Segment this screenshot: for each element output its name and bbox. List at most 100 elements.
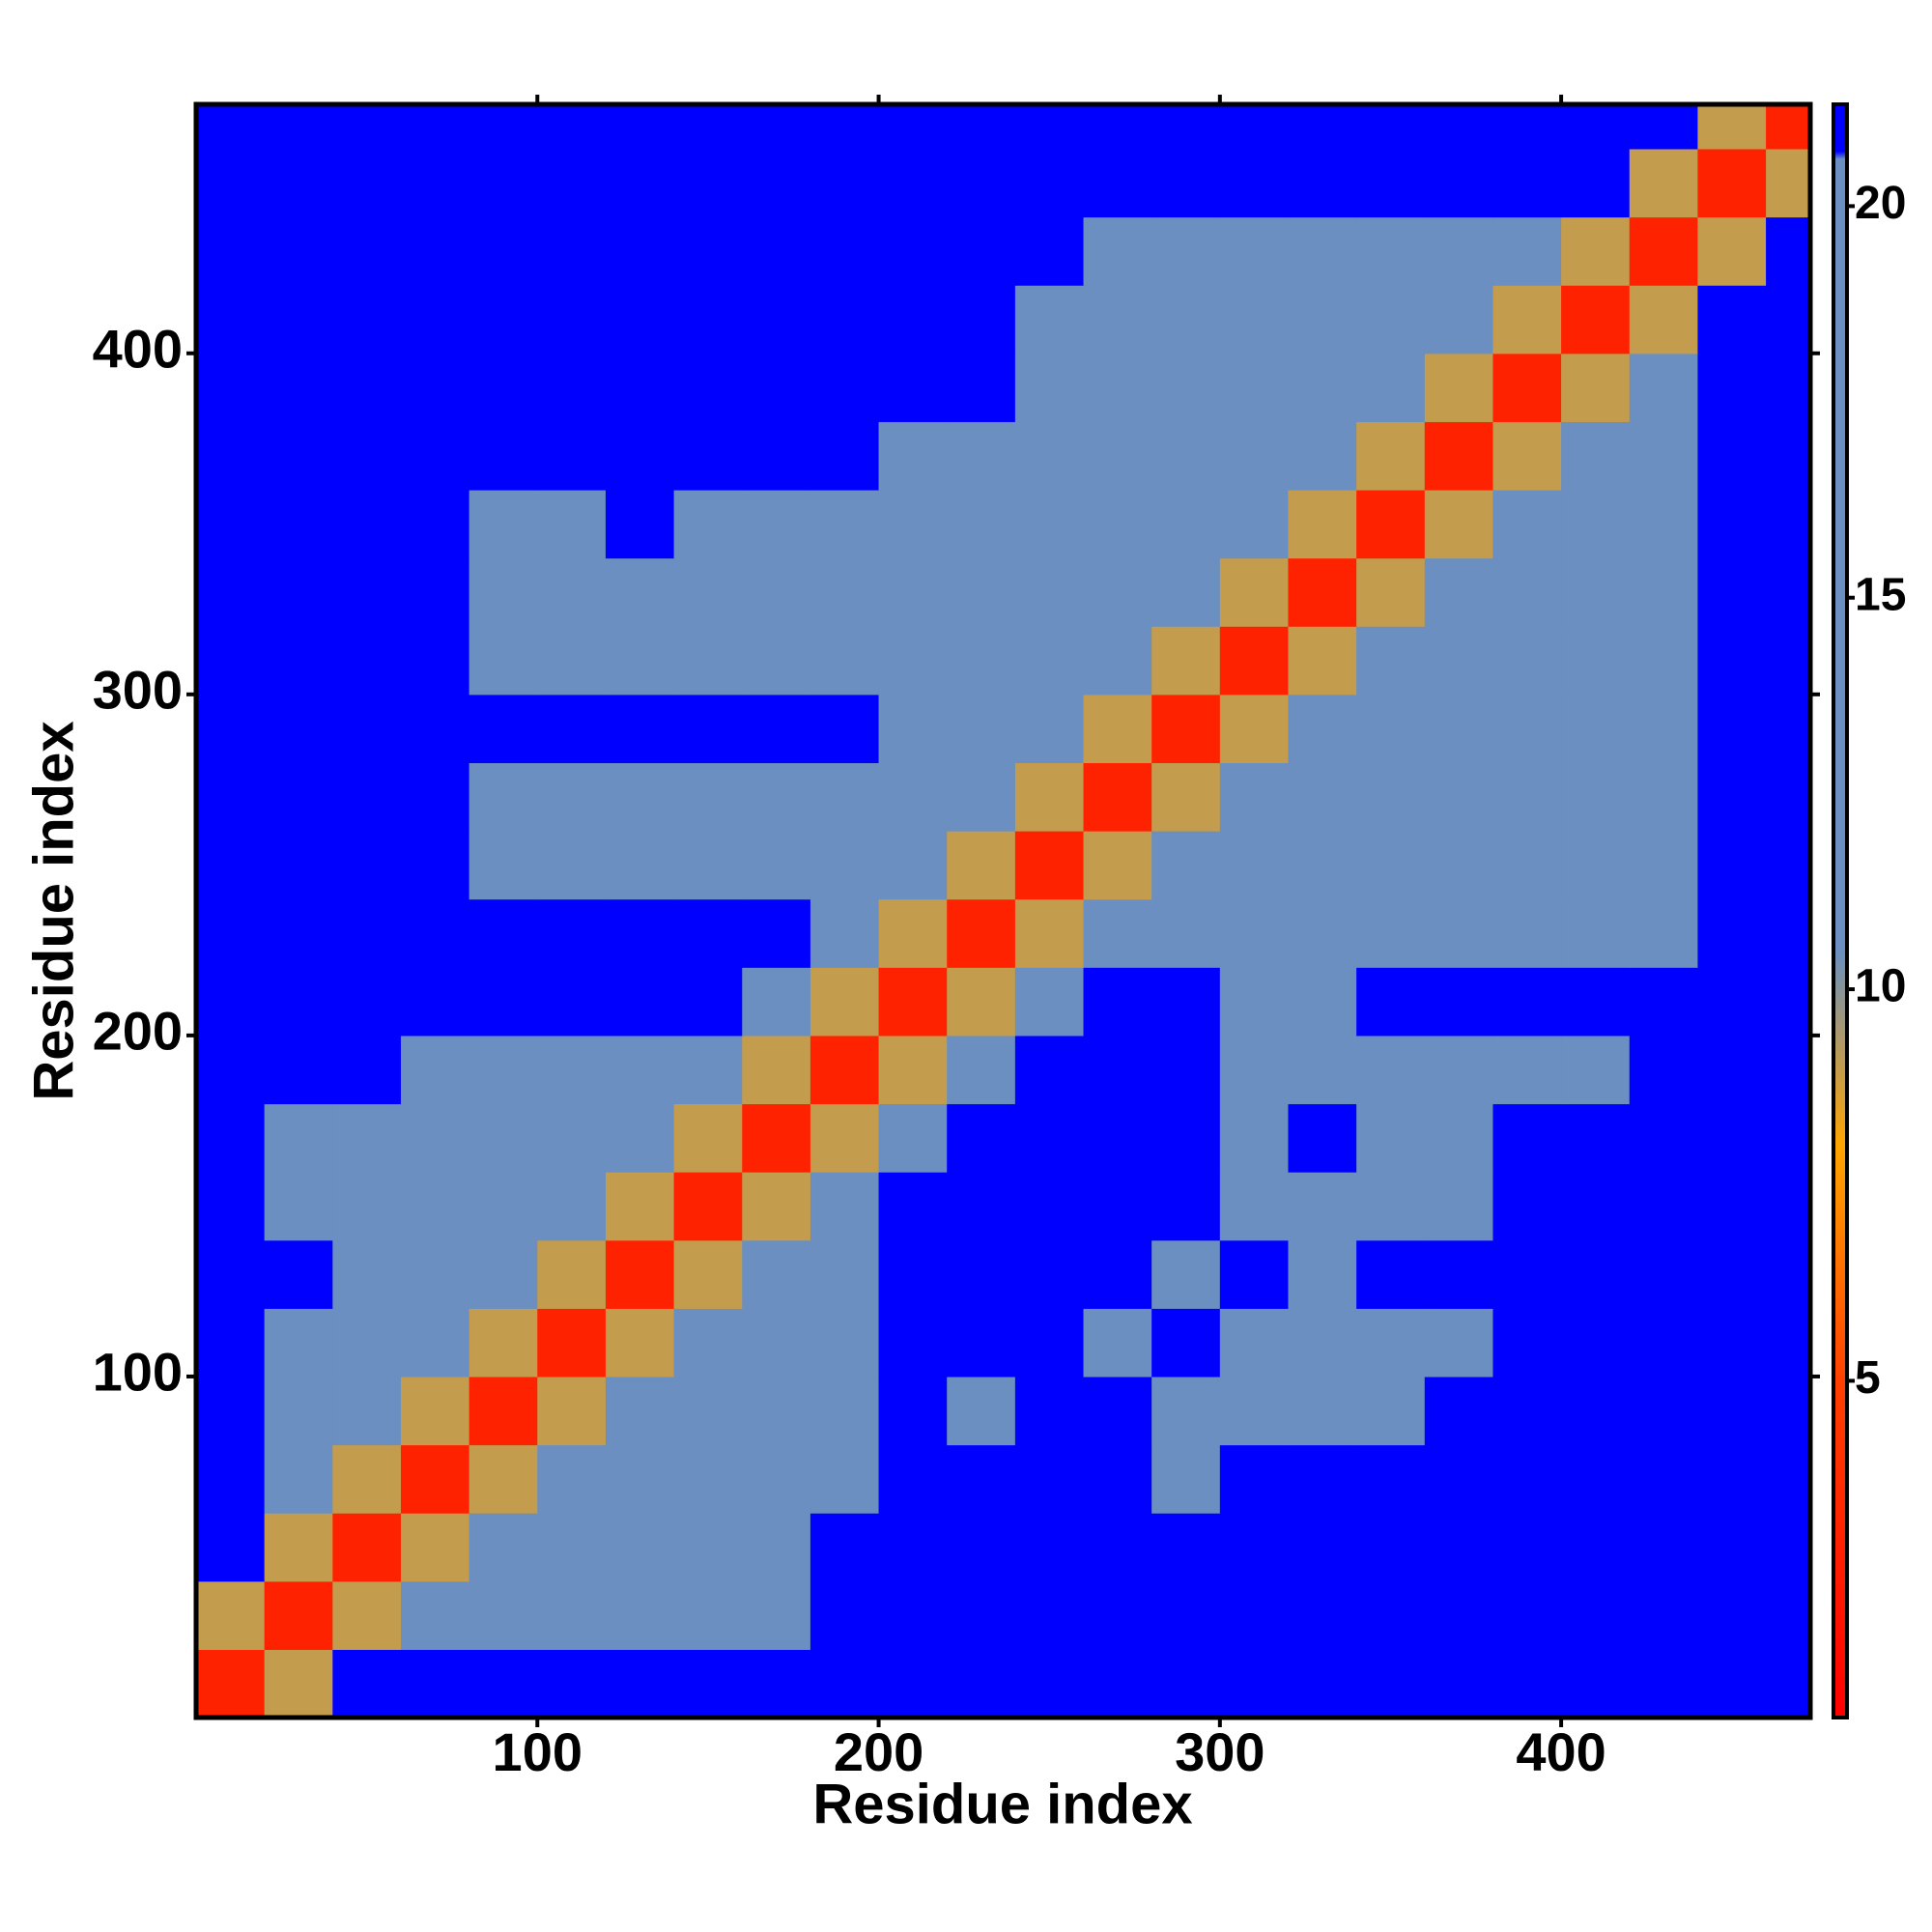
heatmap-cell xyxy=(742,353,811,422)
heatmap-cell xyxy=(1288,1308,1357,1378)
heatmap-cell xyxy=(1288,1172,1357,1241)
heatmap-cell xyxy=(1697,1580,1767,1650)
heatmap-cell xyxy=(810,1649,880,1719)
y-axis-title: Residue index xyxy=(22,721,85,1100)
heatmap-cell xyxy=(1083,1035,1152,1105)
heatmap-cell xyxy=(1083,1103,1152,1173)
heatmap-cell xyxy=(196,1513,266,1582)
heatmap-cell xyxy=(537,489,607,559)
heatmap-cell xyxy=(264,1239,333,1309)
heatmap-cell xyxy=(264,694,333,764)
heatmap-cell xyxy=(1083,148,1152,218)
heatmap-cell xyxy=(1492,1376,1562,1446)
heatmap-cell xyxy=(1561,1376,1631,1446)
heatmap-cell xyxy=(1083,831,1152,900)
heatmap-cell xyxy=(1356,557,1426,627)
colorbar-tick-label: 15 xyxy=(1855,569,1906,620)
heatmap-cell xyxy=(742,1239,811,1309)
heatmap-cell xyxy=(878,898,948,968)
heatmap-cell xyxy=(878,762,948,832)
heatmap-cell xyxy=(947,626,1016,696)
heatmap-cell xyxy=(673,1035,743,1105)
heatmap-cell xyxy=(1766,489,1811,559)
heatmap-cell xyxy=(1766,1649,1811,1719)
heatmap-cell xyxy=(1766,762,1811,832)
heatmap-cell xyxy=(1151,1376,1221,1446)
heatmap-cell xyxy=(1629,353,1699,422)
heatmap-cell xyxy=(878,489,948,559)
heatmap-cell xyxy=(605,557,675,627)
heatmap-cell xyxy=(947,1444,1016,1514)
heatmap-cell xyxy=(878,831,948,900)
heatmap-cell xyxy=(810,216,880,286)
heatmap-cell xyxy=(1219,148,1290,218)
heatmap-cell xyxy=(1492,353,1562,422)
heatmap-cell xyxy=(264,1444,333,1514)
heatmap-cell xyxy=(1288,1035,1357,1105)
heatmap-cell xyxy=(1014,1376,1085,1446)
heatmap-cell xyxy=(400,557,470,627)
heatmap-cell xyxy=(1561,898,1631,968)
heatmap-cell xyxy=(400,626,470,696)
heatmap-cell xyxy=(1492,831,1562,900)
heatmap-cell xyxy=(1014,1239,1085,1309)
x-tick-label: 100 xyxy=(493,1721,582,1782)
heatmap-cell xyxy=(1697,1172,1767,1241)
heatmap-cell xyxy=(947,285,1016,355)
heatmap-cell xyxy=(400,1103,470,1173)
heatmap-cell xyxy=(1492,1239,1562,1309)
heatmap-cell xyxy=(1629,557,1699,627)
heatmap-cell xyxy=(605,353,675,422)
heatmap-cell xyxy=(332,557,402,627)
heatmap-cell xyxy=(332,216,402,286)
heatmap-cell xyxy=(1561,421,1631,491)
heatmap-cell xyxy=(332,1580,402,1650)
heatmap-cell xyxy=(1424,1513,1494,1582)
heatmap-cell xyxy=(742,1649,811,1719)
heatmap-cell xyxy=(1424,626,1494,696)
heatmap-cell xyxy=(605,1580,675,1650)
heatmap-cell xyxy=(332,148,402,218)
heatmap-cell xyxy=(264,353,333,422)
heatmap-cell xyxy=(742,1513,811,1582)
heatmap-cell xyxy=(264,148,333,218)
heatmap-cell xyxy=(1766,1308,1811,1378)
heatmap-cell xyxy=(1356,898,1426,968)
heatmap-cell xyxy=(878,1376,948,1446)
heatmap-cell xyxy=(947,148,1016,218)
heatmap-cell xyxy=(400,967,470,1037)
heatmap-cell xyxy=(196,898,266,968)
heatmap-cell xyxy=(1492,967,1562,1037)
heatmap-cell xyxy=(1492,285,1562,355)
heatmap-cell xyxy=(605,762,675,832)
heatmap-cell xyxy=(1424,216,1494,286)
heatmap-cell xyxy=(1766,1444,1811,1514)
heatmap-cell xyxy=(264,104,333,150)
heatmap-cell xyxy=(810,626,880,696)
heatmap-cell xyxy=(1492,694,1562,764)
heatmap-cell xyxy=(1151,421,1221,491)
heatmap-cell xyxy=(810,557,880,627)
heatmap-cell xyxy=(605,967,675,1037)
heatmap-cell xyxy=(264,1035,333,1105)
heatmap-cell xyxy=(1492,1035,1562,1105)
heatmap-cell xyxy=(742,1035,811,1105)
heatmap-cell xyxy=(1288,1513,1357,1582)
heatmap-cell xyxy=(742,489,811,559)
heatmap-cell xyxy=(1424,148,1494,218)
heatmap-cell xyxy=(1151,1035,1221,1105)
heatmap-cell xyxy=(810,898,880,968)
heatmap-cell xyxy=(1014,1035,1085,1105)
heatmap-cell xyxy=(469,489,538,559)
heatmap-cell xyxy=(1424,1239,1494,1309)
heatmap-cell xyxy=(1697,148,1767,218)
heatmap-cell xyxy=(469,421,538,491)
heatmap-cell xyxy=(332,1239,402,1309)
heatmap-cell xyxy=(742,1308,811,1378)
heatmap-cell xyxy=(1083,967,1152,1037)
heatmap-cell xyxy=(1151,1513,1221,1582)
heatmap-cell xyxy=(537,421,607,491)
heatmap-cell xyxy=(1219,1035,1290,1105)
heatmap-cell xyxy=(1492,898,1562,968)
heatmap-cell xyxy=(537,1103,607,1173)
